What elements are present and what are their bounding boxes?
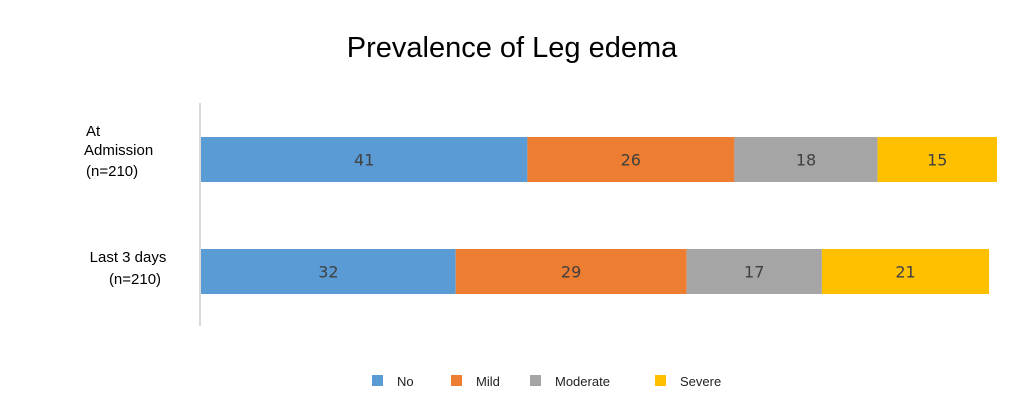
legend-swatch <box>372 375 383 386</box>
chart-title: Prevalence of Leg edema <box>347 32 678 64</box>
data-labels: 41 26 18 15 32 29 17 21 <box>318 151 947 282</box>
legend-item: Severe <box>655 374 721 389</box>
data-label: 21 <box>895 263 915 282</box>
bar-segment <box>686 249 822 294</box>
data-label: 15 <box>927 151 947 170</box>
legend-label: Mild <box>476 374 500 389</box>
legend-item: Mild <box>451 374 500 389</box>
bar-segment <box>821 249 990 294</box>
bar-segment <box>877 137 997 182</box>
category-labels: At Admission (n=210) Last 3 days (n=210) <box>84 123 166 288</box>
bar-segment <box>527 137 735 182</box>
bar-segment <box>201 137 528 182</box>
legend-label: Severe <box>680 374 721 389</box>
data-label: 18 <box>796 151 816 170</box>
data-label: 41 <box>354 151 374 170</box>
legend-swatch <box>655 375 666 386</box>
category-label: At Admission (n=210) <box>84 123 153 180</box>
legend-item: No <box>372 374 414 389</box>
bar-segment <box>734 137 878 182</box>
bar-segment <box>455 249 687 294</box>
legend-label: Moderate <box>555 374 610 389</box>
legend-item: Moderate <box>530 374 610 389</box>
data-label: 17 <box>744 263 764 282</box>
bar-segment <box>201 249 456 294</box>
data-label: 32 <box>318 263 338 282</box>
bars <box>201 137 997 294</box>
category-label: Last 3 days (n=210) <box>90 249 167 288</box>
legend-swatch <box>530 375 541 386</box>
data-label: 29 <box>561 263 581 282</box>
legend-swatch <box>451 375 462 386</box>
legend: No Mild Moderate Severe <box>372 374 721 389</box>
legend-label: No <box>397 374 414 389</box>
data-label: 26 <box>621 151 641 170</box>
